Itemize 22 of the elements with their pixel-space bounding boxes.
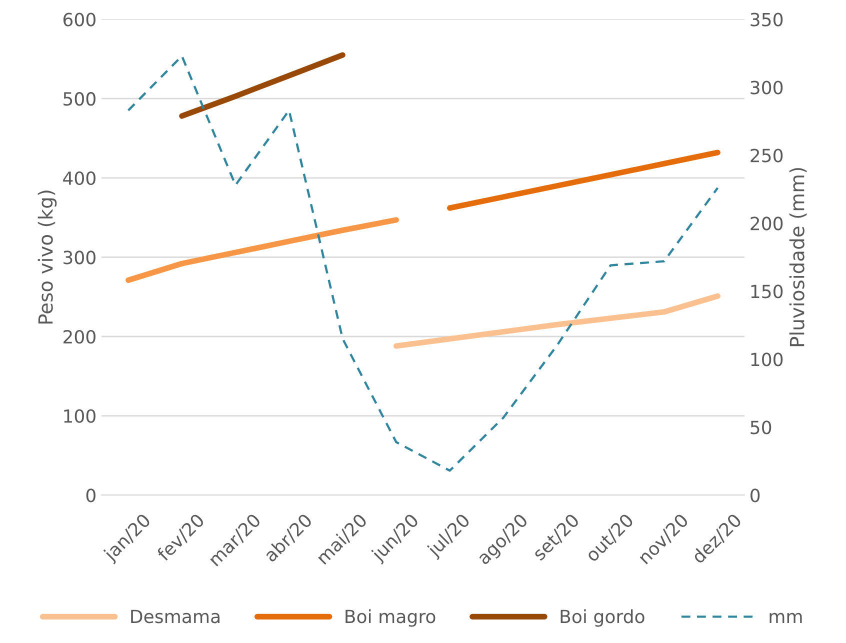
y2-tick-label: 300 <box>750 80 783 94</box>
legend-label: mm <box>770 612 802 623</box>
y2-tick-label: 250 <box>750 148 783 162</box>
y-tick-label: 500 <box>64 92 96 106</box>
legend-label: Desmama <box>131 610 220 624</box>
y-tick-label: 600 <box>63 12 96 26</box>
y2-tick-label: 50 <box>750 420 772 434</box>
y-tick-label: 0 <box>86 488 96 502</box>
y2-tick-label: 150 <box>751 284 783 298</box>
y2-axis-title: Pluviosidade (mm) <box>789 168 807 346</box>
y2-tick-label: 350 <box>750 12 783 26</box>
y-axis-title: Peso vivo (kg) <box>38 190 57 324</box>
legend-label: Boi gordo <box>560 609 644 627</box>
line-series <box>127 54 719 472</box>
y-tick-label: 100 <box>64 409 96 423</box>
y-tick-label: 300 <box>64 250 96 264</box>
y2-tick-label: 0 <box>750 488 760 502</box>
y-tick-label: 200 <box>64 330 96 344</box>
y2-tick-label: 200 <box>750 216 783 230</box>
y2-tick-label: 100 <box>751 352 783 366</box>
y-tick-label: 400 <box>63 171 96 186</box>
legend-label: Boi magro <box>346 609 436 627</box>
